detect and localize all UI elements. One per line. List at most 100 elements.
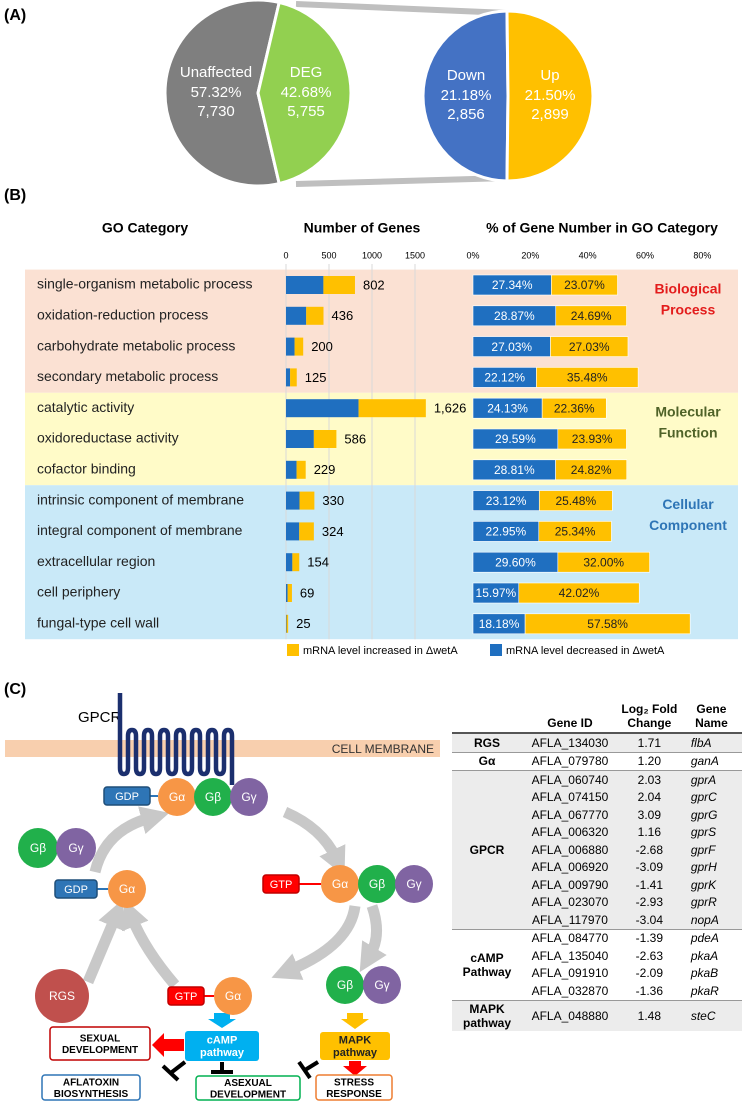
gene-name: steC: [680, 999, 742, 1031]
panel-label: (A): [4, 7, 26, 24]
value-label: 23.93%: [572, 432, 613, 446]
group-cell: MAPK pathway: [452, 999, 523, 1031]
slice-name: Up: [540, 67, 559, 84]
node: [158, 778, 196, 816]
slice-count: 2,856: [447, 106, 485, 123]
gene-name: gprR: [690, 895, 717, 910]
flow-arrow: [121, 899, 180, 989]
flow-arrow: [271, 904, 361, 980]
gene-table: Gene ID Log₂ Fold Change Gene Name RGS AFLA_…: [452, 700, 742, 1031]
value-label: 28.81%: [494, 463, 535, 477]
slice-count: 5,755: [287, 103, 325, 120]
node-label: Gγ: [241, 790, 256, 804]
node: [54, 879, 98, 899]
gene-name: gprC: [690, 790, 717, 805]
node: [103, 786, 151, 806]
node-label: GDP: [115, 791, 139, 803]
bar-segment: [296, 460, 306, 479]
node-label: Gβ: [205, 790, 221, 804]
fold-change: -2.09: [635, 966, 664, 981]
node: [315, 1074, 393, 1101]
pie-slice: [421, 9, 510, 183]
bar-segment: [286, 522, 300, 541]
total-label: 586: [344, 431, 366, 446]
gene-id: AFLA_084770: [522, 928, 618, 947]
gene-name: gprH: [690, 860, 717, 875]
bar-segment: [286, 276, 324, 294]
bar-segment: [286, 614, 289, 633]
value-label: 24.13%: [487, 401, 528, 415]
x-tick-label: 500: [321, 250, 336, 260]
header-cell: [452, 700, 523, 734]
bar-segment: [557, 551, 650, 573]
gene-id: AFLA_009790: [531, 877, 609, 892]
value-label: 24.69%: [571, 309, 612, 323]
receptor-label: GPCR: [78, 709, 122, 726]
group-cell: RGS: [474, 735, 501, 750]
chart-title: % of Gene Number in GO Category: [486, 220, 718, 236]
inhibition: [161, 1060, 187, 1082]
bar-segment: [294, 337, 304, 356]
header-cell: Gene ID: [522, 700, 618, 734]
bar-segment: [555, 305, 627, 327]
total-label: 25: [296, 616, 310, 631]
node: [326, 966, 364, 1004]
bar-segment: [286, 553, 293, 572]
table-row: AFLA_032870 -1.36 pkaR: [452, 982, 742, 1000]
node: [395, 865, 433, 903]
fold-change: -1.41: [635, 877, 664, 892]
table-row: AFLA_006320 1.16 gprS: [452, 823, 742, 841]
x-tick-label: 1000: [362, 250, 382, 260]
category-label: single-organism metabolic process: [37, 276, 253, 292]
total-label: 324: [322, 524, 344, 539]
table-row: AFLA_006920 -3.09 gprH: [452, 858, 742, 876]
value-label: 24.82%: [571, 463, 612, 477]
group-label: Process: [661, 301, 716, 317]
node-label: AFLATOXIN: [63, 1077, 119, 1088]
total-label: 125: [305, 370, 327, 385]
node-label: DEVELOPMENT: [62, 1045, 138, 1056]
group-cell: Gα: [452, 751, 523, 771]
gene-id: AFLA_067770: [531, 807, 609, 822]
gene-name: pkaB: [690, 966, 719, 981]
bar-segment: [538, 521, 612, 542]
node-label: BIOSYNTHESIS: [54, 1089, 129, 1100]
gene-id: AFLA_117970: [532, 912, 608, 927]
gene-name: pkaR: [690, 983, 719, 998]
node: [230, 778, 268, 816]
value-label: 23.07%: [564, 278, 605, 292]
slice-count: 7,730: [197, 103, 235, 120]
node-label: GTP: [175, 991, 198, 1003]
bar-segment: [358, 399, 426, 418]
gene-id: AFLA_079780: [522, 751, 618, 771]
value-label: 22.95%: [486, 525, 527, 539]
chart-title: Number of Genes: [304, 220, 421, 236]
node: [41, 1074, 141, 1101]
gene-id: AFLA_048880: [522, 999, 618, 1031]
gene-id: AFLA_091910: [531, 966, 609, 981]
x-tick-label: 20%: [521, 250, 539, 260]
total-label: 436: [331, 308, 353, 323]
gene-name: gprF: [690, 842, 716, 857]
node: [167, 986, 205, 1006]
legend-label: mRNA level increased in ΔwetA: [303, 645, 458, 657]
x-tick-label: 40%: [579, 250, 597, 260]
header-cell: Gene Name: [680, 700, 742, 734]
bar-segment: [299, 491, 315, 510]
bar-segment: [557, 428, 627, 450]
value-label: 42.02%: [559, 586, 600, 600]
node-label: pathway: [333, 1047, 378, 1059]
node-label: MAPK: [339, 1035, 371, 1047]
connector: [295, 175, 509, 187]
table-row: RGS AFLA_134030 1.71 flbA: [452, 733, 742, 752]
slice-name: Unaffected: [180, 64, 252, 81]
node-label: SEXUAL: [80, 1033, 121, 1044]
table-row: MAPK pathway AFLA_048880 1.48 steC: [452, 999, 742, 1031]
category-label: secondary metabolic process: [37, 368, 218, 384]
group-cell: cAMP Pathway: [452, 928, 523, 1000]
bar-segment: [292, 553, 300, 572]
node-label: Gγ: [374, 978, 389, 992]
node-label: RESPONSE: [326, 1089, 382, 1100]
node: [49, 1026, 151, 1061]
